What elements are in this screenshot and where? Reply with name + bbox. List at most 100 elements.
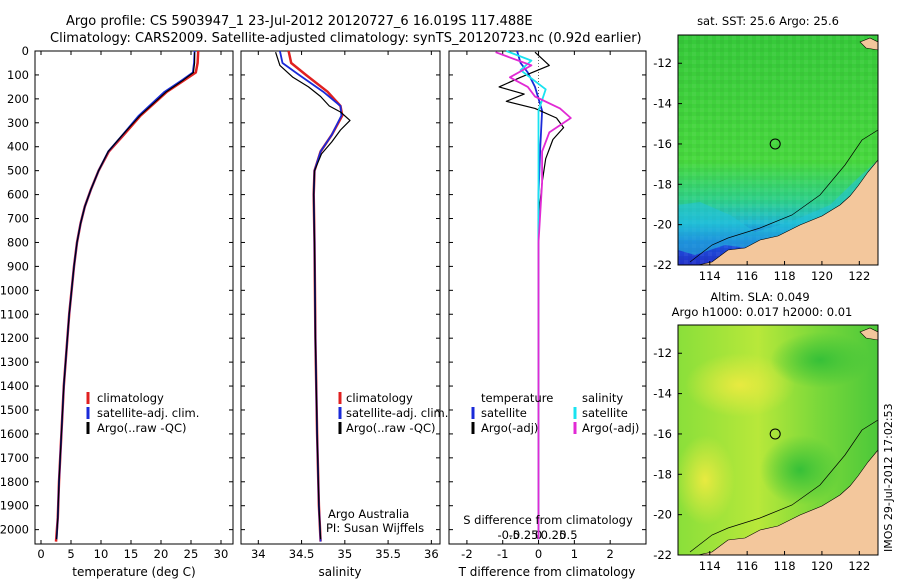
sla-island xyxy=(859,327,878,341)
sst-float-marker xyxy=(769,138,781,150)
annotation-pi: PI: Susan Wijffels xyxy=(326,521,424,535)
depth-tick-label: 600 xyxy=(7,188,29,202)
salinity-xlabel: salinity xyxy=(318,565,361,579)
depth-tick-label: 1100 xyxy=(0,307,29,321)
depth-tick-label: 0 xyxy=(22,44,29,58)
x-tick-label: 25 xyxy=(184,547,199,561)
lon-tick-label: 122 xyxy=(848,559,870,573)
lat-tick-label: -18 xyxy=(653,467,672,481)
legend-label-sal-satellite: satellite xyxy=(582,406,628,420)
legend-label-satellite: satellite-adj. clim. xyxy=(97,406,199,420)
lon-tick-label: 120 xyxy=(811,269,833,283)
temperature-legend: climatology satellite-adj. clim. Argo(..… xyxy=(86,391,199,435)
depth-tick-label: 2000 xyxy=(0,523,29,537)
legend-label-argo: Argo(..raw -QC) xyxy=(97,421,187,435)
depth-tick-label: 1900 xyxy=(0,499,29,513)
legend-label-argo: Argo(..raw -QC) xyxy=(346,421,436,435)
x-tick-label: 30 xyxy=(214,547,229,561)
temperature-series xyxy=(54,50,200,542)
difference-axes xyxy=(448,50,647,545)
depth-tick-label: 1500 xyxy=(0,403,29,417)
top-tick-label: -0.5 xyxy=(497,528,519,542)
x-tick-label: 34.5 xyxy=(289,547,315,561)
series-line-satellite-adj-clim xyxy=(55,50,196,540)
sla-high-anomaly xyxy=(685,353,795,417)
series-line-salinity-satellite xyxy=(505,50,547,540)
lat-tick-label: -16 xyxy=(653,137,672,151)
sla-map xyxy=(678,325,878,555)
legend-label-sal-argo: Argo(-adj) xyxy=(582,421,639,435)
lat-tick-label: -16 xyxy=(653,427,672,441)
annotation-argo-australia: Argo Australia xyxy=(328,507,409,521)
x-tick-label: 0 xyxy=(535,547,542,561)
series-line-temperature-argo-adj xyxy=(498,51,565,540)
sla-low-anomaly xyxy=(770,332,870,388)
title-line-1: Argo profile: CS 5903947_1 23-Jul-2012 2… xyxy=(66,14,533,29)
lon-tick-label: 118 xyxy=(774,269,796,283)
salinity-axes xyxy=(240,50,441,545)
depth-tick-label: 1700 xyxy=(0,451,29,465)
lat-tick-label: -12 xyxy=(653,346,672,360)
salinity-series xyxy=(275,50,351,542)
sla-low-anomaly xyxy=(760,435,840,505)
sla-float-marker xyxy=(769,428,781,440)
sla-map-title-line-2: Argo h1000: 0.017 h2000: 0.01 xyxy=(672,305,853,319)
temperature-axes xyxy=(34,50,234,545)
sst-island xyxy=(859,37,878,51)
salinity-legend: climatology satellite-adj. clim. Argo(..… xyxy=(326,391,448,535)
sst-cool-band xyxy=(678,160,878,255)
sla-map-frame xyxy=(677,324,879,556)
difference-xlabel: T difference from climatology xyxy=(458,565,636,579)
series-line-climatology xyxy=(54,50,200,542)
lat-tick-label: -20 xyxy=(653,508,672,522)
x-tick-label: 15 xyxy=(124,547,139,561)
salinity-x-axis: 34 34.5 35 35.5 36 xyxy=(251,51,439,561)
legend-label-satellite: satellite-adj. clim. xyxy=(346,406,448,420)
x-tick-label: 36 xyxy=(424,547,439,561)
sst-shelf-contour xyxy=(689,129,878,263)
difference-legend: temperature satellite Argo(-adj) salinit… xyxy=(471,391,639,435)
top-tick-label: -0.25 xyxy=(509,528,539,542)
depth-tick-label: 800 xyxy=(7,235,29,249)
imos-stamp: IMOS 29-Jul-2012 17:02:53 xyxy=(882,403,895,552)
depth-tick-label: 1800 xyxy=(0,475,29,489)
series-line-argo-raw-qc xyxy=(275,52,351,540)
legend-label-climatology: climatology xyxy=(97,391,164,405)
legend-label-temp-argo: Argo(-adj) xyxy=(481,421,538,435)
lon-tick-label: 118 xyxy=(774,559,796,573)
x-tick-label: 34 xyxy=(251,547,266,561)
depth-tick-label: 700 xyxy=(7,212,29,226)
lon-tick-label: 120 xyxy=(811,559,833,573)
depth-axis: 0 100 200 300 400 500 600 700 800 900 1000 1100 1200… xyxy=(0,44,646,537)
sst-map-axes: 114 116 118 120 122 -12 -14 -16 -18 -20 -22 xyxy=(653,56,870,283)
x-tick-label: -2 xyxy=(461,547,472,561)
lon-tick-label: 116 xyxy=(736,269,758,283)
title-line-2: Climatology: CARS2009. Satellite-adjuste… xyxy=(50,31,642,46)
lat-tick-label: -12 xyxy=(653,56,672,70)
depth-tick-label: 1000 xyxy=(0,283,29,297)
sst-map-title: sat. SST: 25.6 Argo: 25.6 xyxy=(697,14,839,28)
sla-map-title-line-1: Altim. SLA: 0.049 xyxy=(710,290,809,304)
lat-tick-label: -18 xyxy=(653,177,672,191)
difference-series xyxy=(495,50,572,540)
x-tick-label: 5 xyxy=(67,547,74,561)
depth-tick-label: 300 xyxy=(7,116,29,130)
temperature-xlabel: temperature (deg C) xyxy=(72,565,195,579)
difference-top-label: S difference from climatology xyxy=(463,513,633,527)
lon-tick-label: 114 xyxy=(699,559,721,573)
top-tick-label: 0.5 xyxy=(559,528,577,542)
x-tick-label: 1 xyxy=(571,547,578,561)
x-tick-label: 2 xyxy=(607,547,614,561)
sla-map-axes: 114 116 118 120 122 -12 -14 -16 -18 -20 -22 xyxy=(653,346,870,573)
legend-label-temp-satellite: satellite xyxy=(481,406,527,420)
depth-tick-label: 100 xyxy=(7,68,29,82)
x-tick-label: 10 xyxy=(94,547,109,561)
temperature-x-axis: 0 5 10 15 20 25 30 xyxy=(37,51,228,561)
depth-tick-label: 1400 xyxy=(0,379,29,393)
lat-tick-label: -14 xyxy=(653,387,672,401)
sla-land xyxy=(697,449,878,555)
lat-tick-label: -22 xyxy=(653,258,672,272)
sst-land xyxy=(697,159,878,265)
difference-x-axis: -2 -1 0 1 2 xyxy=(461,51,614,561)
